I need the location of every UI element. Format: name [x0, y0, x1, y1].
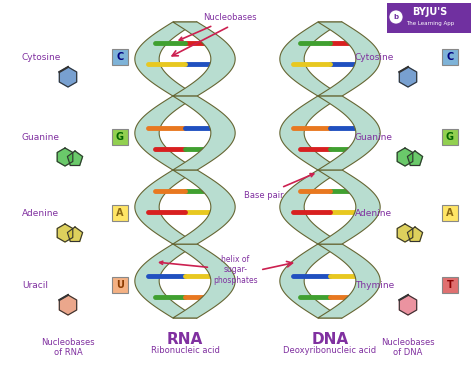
Text: Uracil: Uracil [22, 280, 48, 290]
Text: Nucleobases
of RNA: Nucleobases of RNA [41, 338, 95, 358]
Polygon shape [399, 295, 417, 315]
Text: Guanine: Guanine [355, 133, 393, 141]
Polygon shape [57, 148, 73, 166]
Text: A: A [116, 208, 124, 218]
Polygon shape [407, 227, 423, 241]
Polygon shape [318, 170, 380, 244]
Polygon shape [397, 224, 413, 242]
FancyBboxPatch shape [442, 277, 458, 293]
Polygon shape [173, 22, 235, 96]
FancyBboxPatch shape [442, 129, 458, 145]
Polygon shape [318, 96, 380, 170]
Text: A: A [446, 208, 454, 218]
Circle shape [389, 10, 403, 24]
Text: C: C [117, 52, 124, 62]
FancyBboxPatch shape [112, 277, 128, 293]
Polygon shape [67, 227, 82, 241]
Text: Ribonucleic acid: Ribonucleic acid [151, 346, 219, 355]
Text: b: b [393, 14, 399, 20]
Polygon shape [173, 244, 235, 318]
FancyBboxPatch shape [442, 205, 458, 221]
Polygon shape [135, 170, 198, 244]
Polygon shape [399, 67, 417, 87]
Polygon shape [318, 22, 380, 96]
Polygon shape [407, 151, 423, 165]
Polygon shape [397, 148, 413, 166]
Polygon shape [173, 170, 235, 244]
FancyBboxPatch shape [442, 49, 458, 65]
Polygon shape [135, 96, 198, 170]
Text: Nucleobases: Nucleobases [179, 13, 257, 40]
Text: Base pair: Base pair [244, 173, 314, 199]
Text: G: G [446, 132, 454, 142]
Polygon shape [59, 295, 77, 315]
Polygon shape [280, 22, 342, 96]
Text: G: G [116, 132, 124, 142]
Polygon shape [67, 151, 82, 165]
Text: C: C [447, 52, 454, 62]
Polygon shape [135, 22, 197, 96]
Text: U: U [116, 280, 124, 290]
Text: Cytosine: Cytosine [22, 52, 61, 62]
Polygon shape [135, 244, 197, 318]
Text: Deoxyribonucleic acid: Deoxyribonucleic acid [283, 346, 376, 355]
Polygon shape [280, 96, 342, 170]
Text: DNA: DNA [311, 332, 348, 347]
Text: Adenine: Adenine [355, 209, 392, 217]
Text: BYJU'S: BYJU'S [412, 7, 447, 17]
Text: RNA: RNA [167, 332, 203, 347]
Text: Nucleobases
of DNA: Nucleobases of DNA [381, 338, 435, 358]
Text: Guanine: Guanine [22, 133, 60, 141]
Text: Cytosine: Cytosine [355, 52, 394, 62]
Polygon shape [280, 244, 342, 318]
Polygon shape [59, 67, 77, 87]
Polygon shape [173, 96, 235, 170]
Polygon shape [57, 224, 73, 242]
FancyBboxPatch shape [387, 3, 471, 33]
FancyBboxPatch shape [112, 205, 128, 221]
Polygon shape [280, 170, 343, 244]
Text: Adenine: Adenine [22, 209, 59, 217]
Text: Thymine: Thymine [355, 280, 394, 290]
Polygon shape [318, 244, 380, 318]
Text: T: T [447, 280, 453, 290]
FancyBboxPatch shape [112, 49, 128, 65]
Text: helix of
sugar-
phosphates: helix of sugar- phosphates [160, 255, 258, 285]
Text: The Learning App: The Learning App [406, 21, 454, 26]
FancyBboxPatch shape [112, 129, 128, 145]
